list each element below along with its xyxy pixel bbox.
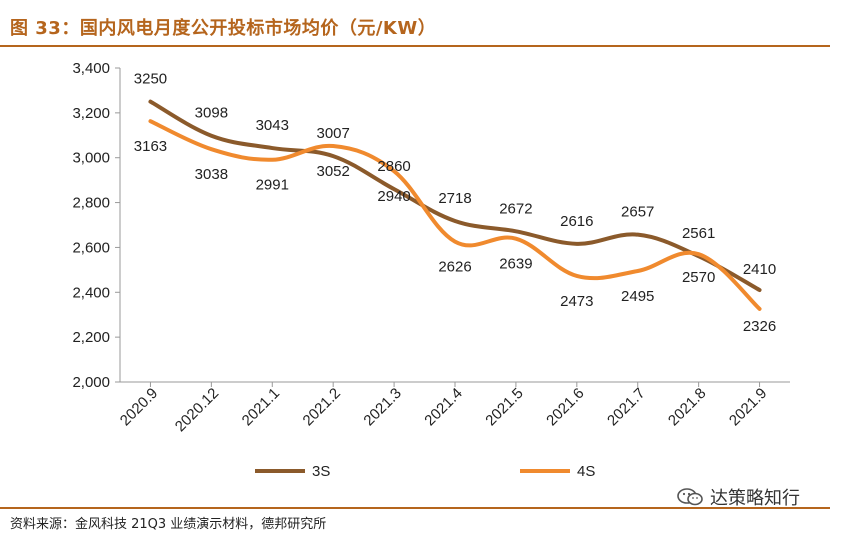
data-label-3s: 2657: [621, 204, 654, 221]
data-label-4s: 3038: [195, 166, 228, 183]
data-label-4s: 2495: [621, 288, 654, 305]
wechat-icon: [677, 488, 703, 506]
data-label-4s: 2570: [682, 269, 715, 286]
legend-label: 3S: [312, 463, 330, 480]
x-tick-label: 2021.9: [726, 385, 770, 429]
x-tick-label: 2021.7: [604, 385, 648, 429]
y-tick-label: 2,200: [72, 329, 110, 346]
data-label-3s: 2410: [743, 261, 776, 278]
y-tick-label: 2,400: [72, 284, 110, 301]
y-tick-label: 3,400: [72, 60, 110, 77]
x-tick-label: 2020.9: [117, 385, 161, 429]
x-tick-label: 2021.1: [239, 385, 283, 429]
y-tick-label: 3,200: [72, 105, 110, 122]
data-label-3s: 2718: [438, 190, 471, 207]
data-label-3s: 3007: [316, 125, 349, 142]
data-label-3s: 2616: [560, 213, 593, 230]
data-label-4s: 2473: [560, 293, 593, 310]
watermark: 达策略知行: [676, 484, 800, 510]
data-label-4s: 2991: [256, 177, 289, 194]
y-tick-label: 3,000: [72, 150, 110, 167]
x-tick-label: 2020.12: [172, 385, 222, 435]
title-divider: [0, 45, 830, 47]
data-label-3s: 3043: [256, 117, 289, 134]
y-tick-label: 2,600: [72, 239, 110, 256]
series-line-4s: [148, 119, 762, 311]
series-line-3s: [148, 99, 762, 293]
source-note: 资料来源：金风科技 21Q3 业绩演示材料，德邦研究所: [10, 517, 327, 532]
x-tick-label: 2021.6: [543, 385, 587, 429]
data-label-4s: 2639: [499, 256, 532, 273]
x-tick-label: 2021.2: [300, 385, 344, 429]
data-label-3s: 3250: [134, 71, 167, 88]
data-label-4s: 3163: [134, 138, 167, 155]
y-tick-label: 2,000: [72, 374, 110, 391]
x-tick-label: 2021.4: [421, 385, 465, 429]
data-label-3s: 3098: [195, 105, 228, 122]
x-tick-label: 2021.3: [360, 385, 404, 429]
x-tick-label: 2021.8: [665, 385, 709, 429]
data-label-4s: 2326: [743, 318, 776, 335]
watermark-text: 达策略知行: [710, 488, 800, 509]
data-label-3s: 2860: [377, 158, 410, 175]
data-label-3s: 2672: [499, 200, 532, 217]
data-label-4s: 2626: [438, 259, 471, 276]
data-label-3s: 2561: [682, 225, 715, 242]
x-tick-label: 2021.5: [482, 385, 526, 429]
data-label-4s: 3052: [316, 163, 349, 180]
legend-label: 4S: [577, 463, 595, 480]
chart-title: 图 33：国内风电月度公开投标市场均价（元/KW）: [10, 18, 437, 39]
data-label-4s: 2940: [377, 188, 410, 205]
footer-divider: [0, 507, 830, 509]
y-tick-label: 2,800: [72, 195, 110, 212]
